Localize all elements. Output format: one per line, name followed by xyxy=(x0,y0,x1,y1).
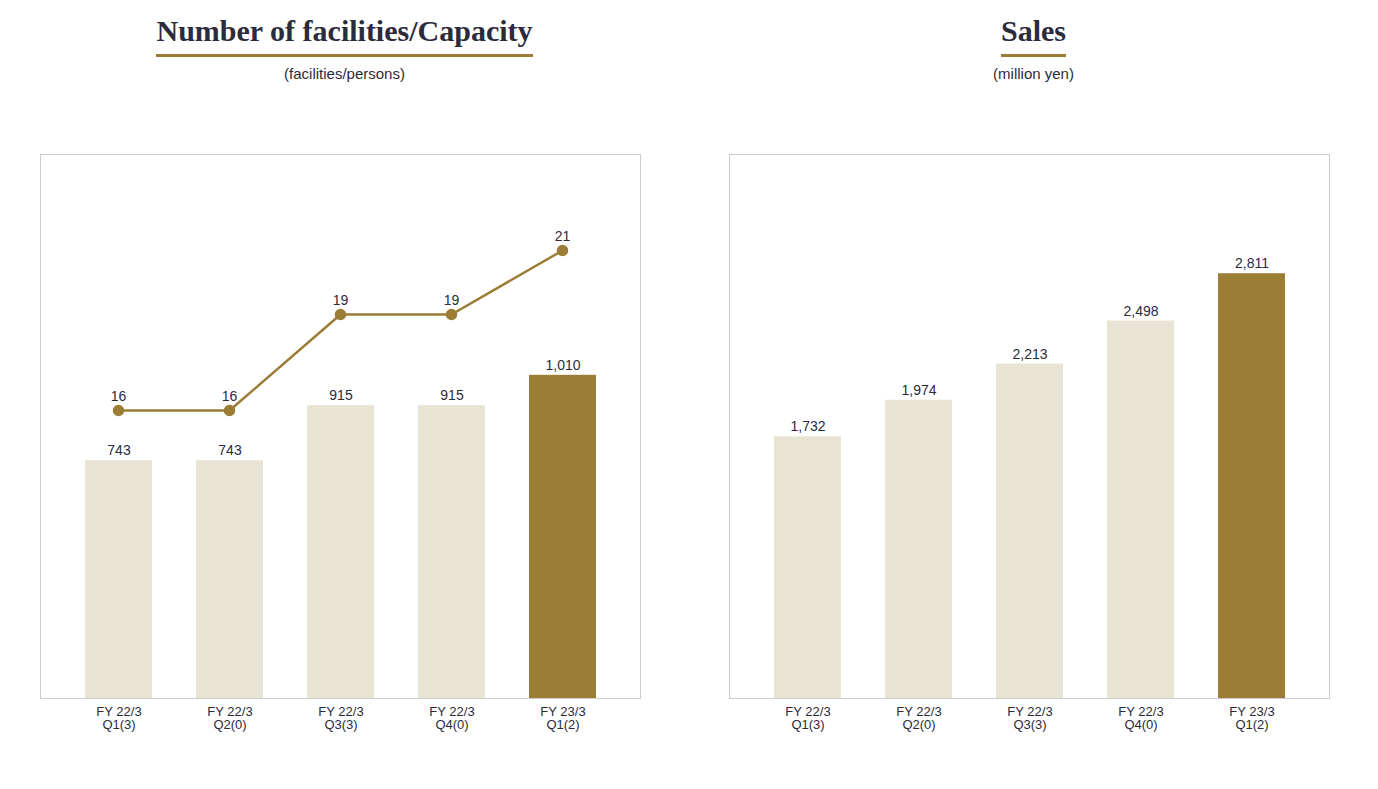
svg-text:FY 22/3Q3(3): FY 22/3Q3(3) xyxy=(318,704,363,732)
svg-text:743: 743 xyxy=(218,442,242,458)
svg-text:21: 21 xyxy=(555,228,571,244)
svg-text:FY 22/3Q4(0): FY 22/3Q4(0) xyxy=(429,704,474,732)
svg-text:2,811: 2,811 xyxy=(1235,255,1269,271)
svg-text:19: 19 xyxy=(333,292,349,308)
svg-text:16: 16 xyxy=(222,388,238,404)
html-text:Number of facilities/Capacity: Number of facilities/Capacity xyxy=(156,14,533,47)
svg-text:FY 22/3Q4(0): FY 22/3Q4(0) xyxy=(1118,704,1163,732)
svg-text:FY 22/3Q1(3): FY 22/3Q1(3) xyxy=(96,704,141,732)
svg-text:1,010: 1,010 xyxy=(545,357,580,373)
svg-text:2,213: 2,213 xyxy=(1012,346,1047,362)
svg-text:2,498: 2,498 xyxy=(1123,303,1158,319)
html-text:(facilities/persons): (facilities/persons) xyxy=(284,65,405,82)
html-text:Sales: Sales xyxy=(1001,14,1066,47)
svg-text:743: 743 xyxy=(107,442,131,458)
svg-text:FY 22/3Q2(0): FY 22/3Q2(0) xyxy=(207,704,252,732)
svg-text:915: 915 xyxy=(329,387,353,403)
svg-text:19: 19 xyxy=(444,292,460,308)
svg-text:16: 16 xyxy=(111,388,127,404)
svg-text:1,732: 1,732 xyxy=(790,418,825,434)
svg-text:FY 23/3Q1(2): FY 23/3Q1(2) xyxy=(1229,704,1274,732)
svg-text:FY 22/3Q1(3): FY 22/3Q1(3) xyxy=(785,704,830,732)
svg-text:FY 23/3Q1(2): FY 23/3Q1(2) xyxy=(540,704,585,732)
svg-text:FY 22/3Q3(3): FY 22/3Q3(3) xyxy=(1007,704,1052,732)
svg-text:FY 22/3Q2(0): FY 22/3Q2(0) xyxy=(896,704,941,732)
svg-text:915: 915 xyxy=(440,387,464,403)
svg-text:1,974: 1,974 xyxy=(901,382,936,398)
html-text:(million yen): (million yen) xyxy=(993,65,1074,82)
